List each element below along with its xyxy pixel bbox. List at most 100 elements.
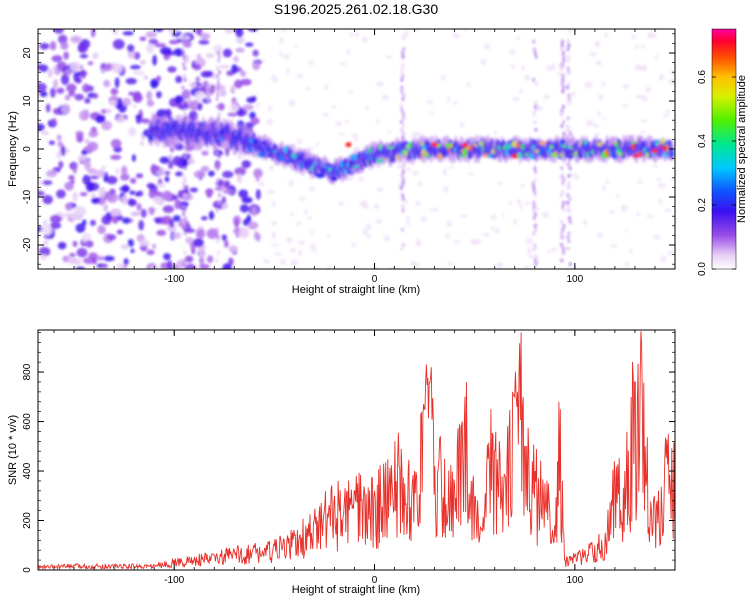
heatmap-cell (658, 198, 663, 205)
heatmap-cell (51, 117, 57, 126)
heatmap-cell (533, 108, 537, 113)
heatmap-cell (64, 69, 72, 76)
heatmap-cell (403, 200, 408, 205)
heatmap-cell (561, 246, 565, 251)
heatmap-cell (597, 232, 603, 239)
heatmap-cell (215, 150, 219, 155)
heatmap-cell (154, 43, 167, 48)
heatmap-cell (237, 107, 244, 117)
heatmap-cell (290, 259, 299, 266)
heatmap-cell (531, 181, 535, 186)
colorbar-ticks: 0.0 0.2 0.4 0.6 (697, 70, 736, 276)
heatmap-cell (426, 99, 434, 105)
heatmap-cell (86, 141, 99, 152)
heatmap-cell (110, 138, 122, 149)
heatmap-cell (561, 204, 565, 209)
heatmap-cell (222, 48, 233, 58)
heatmap-cell (174, 95, 184, 104)
heatmap-cell (156, 91, 162, 99)
heatmap-cell (440, 74, 446, 81)
heatmap-cell (653, 31, 657, 38)
heatmap-cell (217, 58, 221, 63)
heatmap-cell (182, 39, 186, 44)
y-tick-label: 200 (22, 512, 33, 529)
heatmap-cell (560, 173, 564, 178)
heatmap-cell (84, 97, 91, 104)
heatmap-cell (532, 112, 536, 117)
heatmap-cell (266, 118, 274, 126)
heatmap-cell (532, 185, 536, 190)
heatmap-cell (51, 55, 63, 63)
heatmap-cell (56, 134, 62, 141)
heatmap-cell (362, 36, 368, 44)
heatmap-cell (131, 154, 136, 162)
heatmap-cell (185, 236, 194, 244)
heatmap-cell (183, 185, 187, 190)
heatmap-cell (233, 79, 244, 89)
heatmap-cell (270, 75, 278, 80)
heatmap-cell (146, 43, 154, 54)
heatmap-hotspot (651, 148, 658, 154)
heatmap-cell (227, 112, 238, 117)
heatmap-cell (534, 104, 538, 109)
heatmap-cell (87, 61, 94, 66)
heatmap-cell (181, 100, 185, 105)
heatmap-cell (402, 116, 406, 121)
heatmap-cell (216, 93, 220, 98)
heatmap-cell (298, 196, 307, 201)
heatmap-cell (101, 120, 113, 131)
x-tick-label: -100 (164, 274, 184, 285)
heatmap-cell (601, 81, 606, 86)
heatmap-cell (561, 181, 565, 186)
heatmap-cell (532, 200, 536, 205)
heatmap-cell (162, 190, 173, 201)
heatmap-cell (174, 199, 182, 210)
heatmap-cell (201, 216, 208, 221)
heatmap-cell (236, 173, 243, 184)
heatmap-cell (490, 226, 495, 231)
heatmap-cell (286, 67, 290, 75)
heatmap-cell (183, 108, 187, 113)
heatmap-cell (101, 214, 112, 225)
heatmap-cell (122, 97, 132, 107)
heatmap-cell (215, 181, 219, 186)
heatmap-cell (53, 29, 64, 34)
heatmap-cell (663, 114, 669, 118)
heatmap-cell (361, 204, 370, 209)
heatmap-cell (381, 94, 390, 101)
heatmap-cell (533, 258, 537, 263)
heatmap-cell (402, 166, 406, 171)
heatmap-cell (155, 219, 160, 224)
heatmap-cell (199, 256, 205, 265)
heatmap-cell (238, 227, 250, 239)
heatmap-cell (501, 214, 506, 218)
heatmap-cell (246, 97, 256, 104)
heatmap-cell (532, 77, 536, 82)
heatmap-cell (135, 114, 142, 119)
heatmap-cell (84, 159, 92, 171)
bottom-y-axis: 0 200 400 600 800 (22, 332, 675, 573)
heatmap-cell (279, 36, 284, 44)
heatmap-cell (41, 130, 49, 136)
heatmap-cell (160, 47, 172, 55)
heatmap-cell (117, 97, 123, 108)
heatmap-cell (566, 58, 570, 63)
heatmap-cell (604, 32, 608, 38)
heatmap-cell (493, 130, 497, 136)
heatmap-cell (220, 89, 227, 97)
heatmap-cell (640, 66, 647, 71)
heatmap-cell (182, 208, 186, 213)
bottom-x-axis: -100 0 100 (53, 330, 676, 586)
heatmap-cell (533, 227, 537, 232)
heatmap-cell (366, 234, 372, 239)
heatmap-cell (267, 189, 276, 195)
heatmap-cell (222, 189, 235, 195)
heatmap-cell (561, 85, 565, 90)
heatmap-cell (401, 208, 405, 213)
heatmap-cell (217, 185, 221, 190)
heatmap-cell (310, 242, 317, 250)
heatmap-cell (49, 40, 57, 51)
heatmap-cell (255, 188, 261, 200)
heatmap-cell (64, 94, 71, 101)
heatmap-cell (401, 181, 405, 186)
